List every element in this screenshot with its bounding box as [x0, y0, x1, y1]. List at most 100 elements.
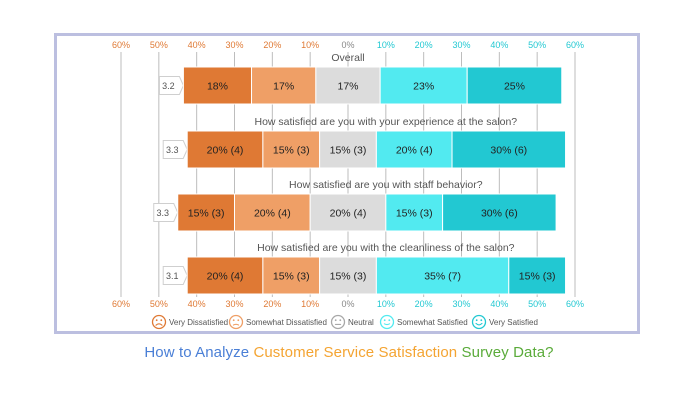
legend-label: Neutral [348, 318, 374, 327]
question-title: How satisfied are you with staff behavio… [289, 179, 483, 191]
axis-tick-label-top: 60% [112, 40, 130, 50]
bar-segment-very-satisfied [508, 256, 567, 295]
bar-data-label: 15% (3) [273, 145, 310, 157]
legend-label: Somewhat Satisfied [397, 318, 468, 327]
page-caption: How to Analyze Customer Service Satisfac… [0, 344, 698, 361]
score-tab [162, 266, 188, 285]
bar-data-label: 25% [504, 81, 525, 93]
somewhat-satisfied-face-icon [379, 314, 395, 330]
axis-tick-label-bottom: 10% [301, 299, 319, 309]
bar-segment-somewhat-dissatisfied [251, 66, 317, 105]
bar-segment-somewhat-dissatisfied [262, 256, 321, 295]
axis-tick-label-bottom: 0% [341, 299, 354, 309]
axis-tick-label-top: 10% [301, 40, 319, 50]
very-dissatisfied-face-icon-eye [160, 319, 163, 322]
axis-tick-label-bottom: 30% [225, 299, 243, 309]
bar-segment-somewhat-dissatisfied [234, 193, 311, 232]
axis-tick-label-top: 50% [528, 40, 546, 50]
axis-tick-label-bottom: 50% [528, 299, 546, 309]
bar-data-label: 35% (7) [424, 271, 461, 283]
somewhat-dissatisfied-face-icon [228, 314, 244, 330]
legend-label: Very Satisfied [489, 318, 538, 327]
bar-data-label: 30% (6) [490, 145, 527, 157]
axis-tick-label-bottom: 60% [566, 299, 584, 309]
bar-segment-very-dissatisfied [186, 130, 264, 169]
average-score: 3.3 [156, 208, 169, 218]
legend-label: Very Dissatisfied [169, 318, 228, 327]
bar-segment-neutral [319, 130, 377, 169]
bar-segment-neutral [309, 193, 387, 232]
axis-tick-label-top: 0% [341, 40, 354, 50]
axis-tick-label-bottom: 60% [112, 299, 130, 309]
question-title: How satisfied are you with your experien… [255, 116, 518, 128]
very-satisfied-face-icon-eye [475, 319, 478, 322]
bar-data-label: 30% (6) [481, 208, 518, 220]
very-dissatisfied-face-icon-mouth [155, 323, 163, 326]
neutral-face-icon-eye [339, 319, 342, 322]
bar-data-label: 15% (3) [330, 271, 367, 283]
legend-label: Somewhat Dissatisfied [246, 318, 327, 327]
bar-data-label: 20% (4) [207, 145, 244, 157]
bar-data-label: 17% [273, 81, 294, 93]
bar-segment-very-dissatisfied [177, 193, 235, 232]
bar-data-label: 18% [207, 81, 228, 93]
bar-data-label: 15% (3) [188, 208, 225, 220]
bar-segment-very-dissatisfied [182, 66, 253, 105]
bar-data-label: 17% [337, 81, 358, 93]
bar-data-label: 20% (4) [207, 271, 244, 283]
axis-tick-label-bottom: 20% [415, 299, 433, 309]
axis-tick-label-top: 30% [225, 40, 243, 50]
axis-tick-label-top: 20% [415, 40, 433, 50]
bar-segment-very-satisfied [442, 193, 557, 232]
bar-segment-somewhat-satisfied [385, 193, 444, 232]
average-score: 3.1 [166, 271, 179, 281]
very-satisfied-face-icon [471, 314, 487, 330]
caption-part-1: How to Analyze [144, 344, 254, 361]
caption-part-2: Customer Service Satisfaction [253, 344, 462, 361]
axis-tick-label-top: 40% [188, 40, 206, 50]
axis-tick-label-bottom: 10% [377, 299, 395, 309]
bar-data-label: 15% (3) [330, 145, 367, 157]
somewhat-satisfied-face-icon-mouth [383, 323, 391, 326]
question-title: Overall [331, 52, 364, 64]
question-title: How satisfied are you with the cleanline… [257, 242, 515, 254]
somewhat-satisfied-face-icon-eye [388, 319, 391, 322]
neutral-face-icon-eye [334, 319, 337, 322]
axis-tick-label-bottom: 40% [188, 299, 206, 309]
axis-tick-label-top: 10% [377, 40, 395, 50]
bar-segment-very-satisfied [451, 130, 567, 169]
bar-data-label: 15% (3) [273, 271, 310, 283]
bar-data-label: 20% (4) [396, 145, 433, 157]
score-tab [158, 76, 184, 95]
diverging-bar-chart: 60% 60% 50% 50% 40% 40% 30% 30% 20% 20% 10% 10% 0% 0%… [112, 40, 584, 330]
very-satisfied-face-icon-eye [480, 319, 483, 322]
bar-data-label: 23% [413, 81, 434, 93]
axis-tick-label-top: 40% [490, 40, 508, 50]
very-dissatisfied-face-icon-eye [155, 319, 158, 322]
bar-segment-neutral [319, 256, 377, 295]
bar-data-label: 20% (4) [254, 208, 291, 220]
somewhat-dissatisfied-face-icon-eye [232, 319, 235, 322]
neutral-face-icon [330, 314, 346, 330]
very-dissatisfied-face-icon [151, 314, 167, 330]
bar-data-label: 20% (4) [330, 208, 367, 220]
bar-segment-neutral [315, 66, 381, 105]
axis-tick-label-bottom: 20% [263, 299, 281, 309]
axis-tick-label-bottom: 50% [150, 299, 168, 309]
very-satisfied-face-icon-mouth [475, 322, 483, 326]
somewhat-dissatisfied-face-icon-mouth [232, 323, 240, 326]
axis-tick-label-top: 20% [263, 40, 281, 50]
average-score: 3.2 [162, 81, 175, 91]
axis-tick-label-top: 50% [150, 40, 168, 50]
bar-data-label: 15% (3) [396, 208, 433, 220]
bar-segment-somewhat-satisfied [375, 130, 453, 169]
bar-segment-very-dissatisfied [186, 256, 264, 295]
score-tab [162, 140, 188, 159]
average-score: 3.3 [166, 145, 179, 155]
bar-data-label: 15% (3) [519, 271, 556, 283]
caption-part-3: Survey Data? [461, 344, 554, 361]
somewhat-satisfied-face-icon-eye [383, 319, 386, 322]
somewhat-dissatisfied-face-icon-eye [237, 319, 240, 322]
axis-tick-label-top: 30% [452, 40, 470, 50]
axis-tick-label-bottom: 30% [452, 299, 470, 309]
